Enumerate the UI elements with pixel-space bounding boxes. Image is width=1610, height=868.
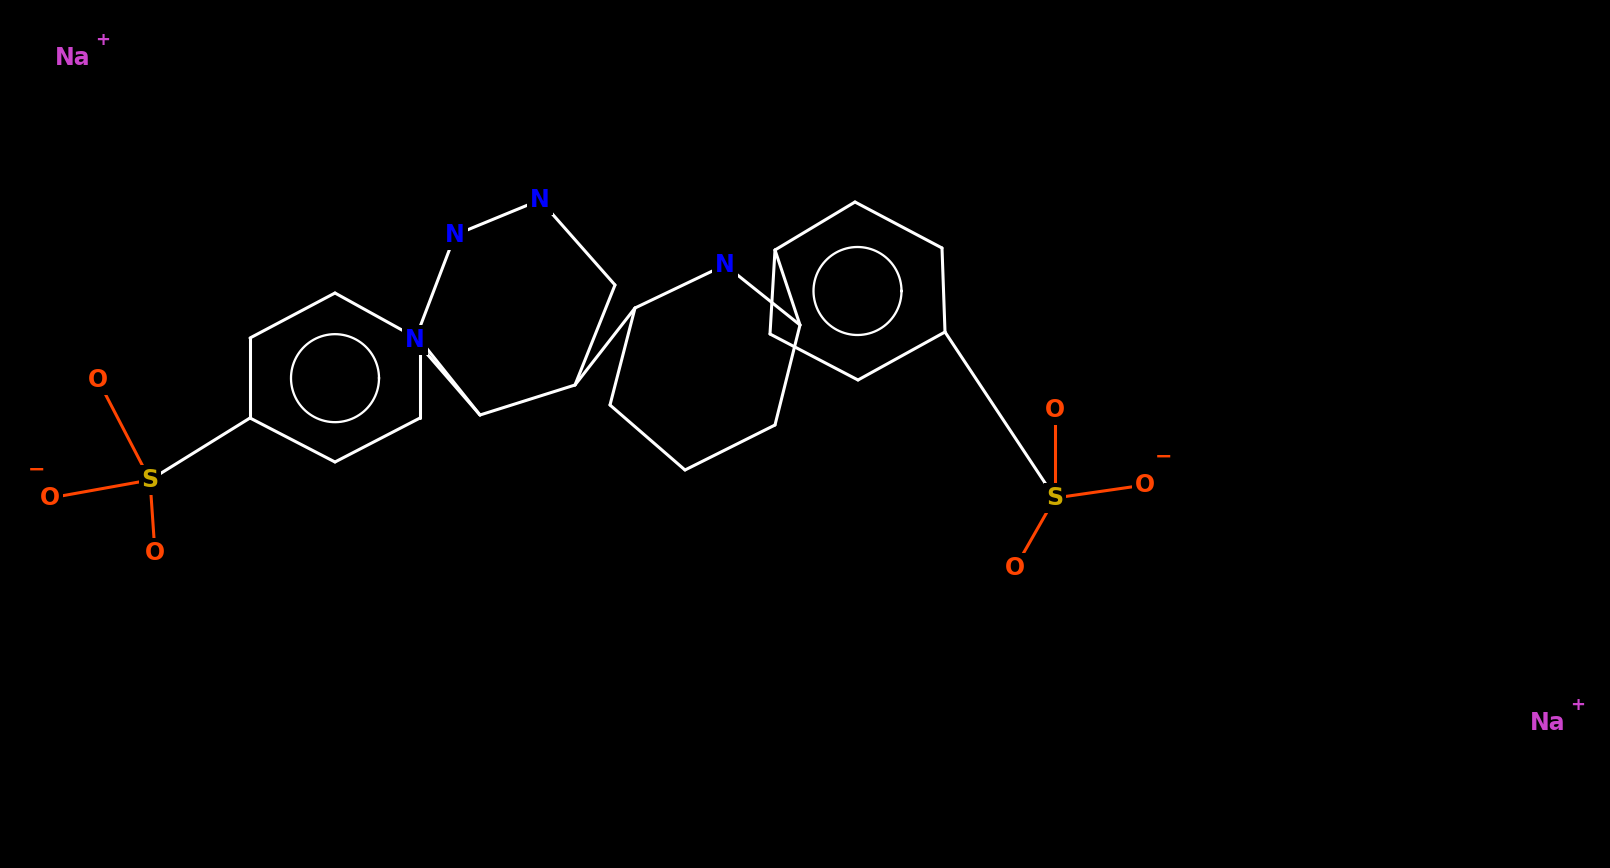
Text: Na: Na	[55, 46, 90, 70]
Text: −: −	[27, 460, 45, 480]
Text: O: O	[1135, 473, 1154, 497]
Text: O: O	[1005, 556, 1026, 580]
Text: O: O	[89, 368, 108, 392]
Text: +: +	[95, 31, 109, 49]
Text: N: N	[715, 253, 734, 277]
Text: N: N	[406, 328, 425, 352]
Text: S: S	[1046, 486, 1064, 510]
Text: O: O	[1045, 398, 1066, 422]
Text: O: O	[40, 486, 60, 510]
Text: +: +	[1570, 696, 1584, 714]
Text: S: S	[142, 468, 158, 492]
Text: O: O	[145, 541, 166, 565]
Text: N: N	[444, 223, 465, 247]
Text: Na: Na	[1530, 711, 1565, 735]
Text: −: −	[1154, 447, 1172, 467]
Text: N: N	[530, 188, 551, 212]
